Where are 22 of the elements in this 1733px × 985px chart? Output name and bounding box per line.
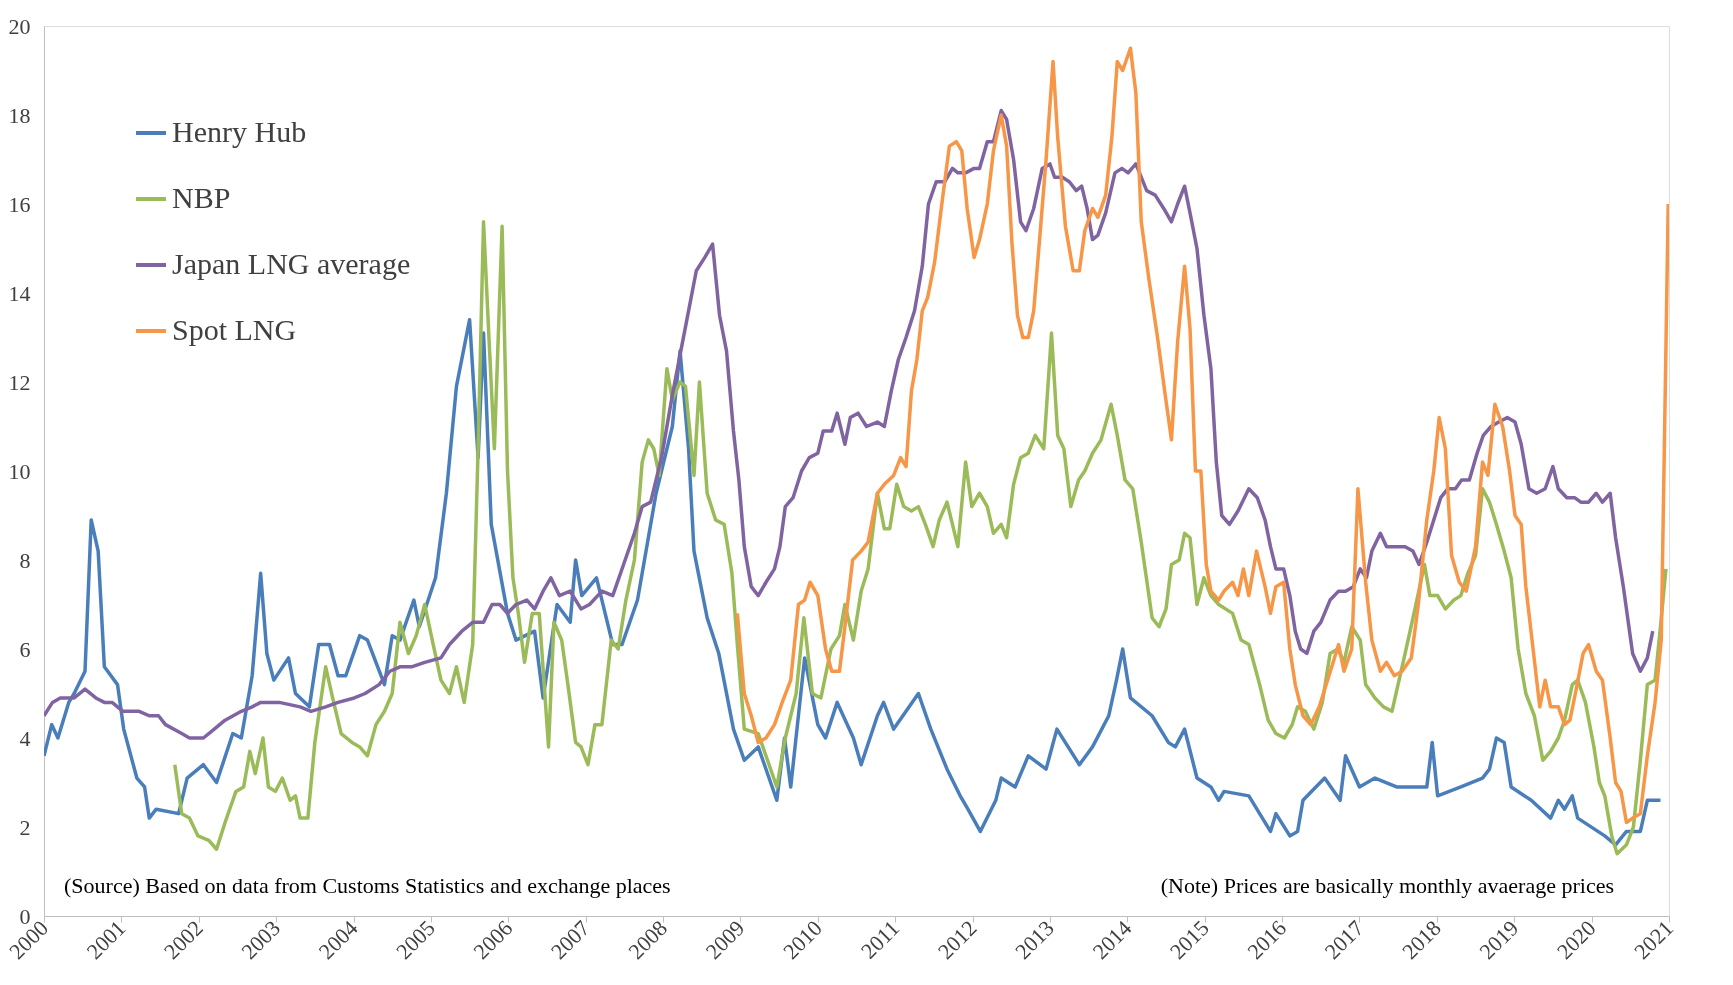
y-tick-label: 18 [8, 102, 31, 128]
y-tick-label: 2 [19, 814, 31, 840]
y-tick-label: 4 [19, 725, 31, 751]
legend-label: Henry Hub [172, 115, 307, 148]
annotation: (Note) Prices are basically monthly avaerage prices [1160, 873, 1614, 898]
legend-label: NBP [172, 181, 231, 214]
y-tick-label: 16 [8, 191, 31, 217]
legend-label: Spot LNG [172, 313, 297, 346]
y-tick-label: 8 [19, 547, 31, 573]
annotation: (Source) Based on data from Customs Statistics and exchange places [64, 873, 671, 898]
y-tick-label: 10 [8, 458, 31, 484]
y-tick-label: 20 [8, 13, 31, 39]
legend-label: Japan LNG average [172, 247, 411, 280]
line-series [173, 220, 1668, 856]
x-tick-label: 2011 [855, 915, 905, 964]
line-series [44, 317, 1663, 847]
y-tick-label: 14 [8, 280, 31, 306]
y-tick-label: 6 [19, 636, 31, 662]
y-tick-label: 12 [8, 369, 31, 395]
y-tick-label: 0 [19, 903, 31, 929]
line-series [735, 46, 1669, 825]
line-series [44, 108, 1655, 740]
